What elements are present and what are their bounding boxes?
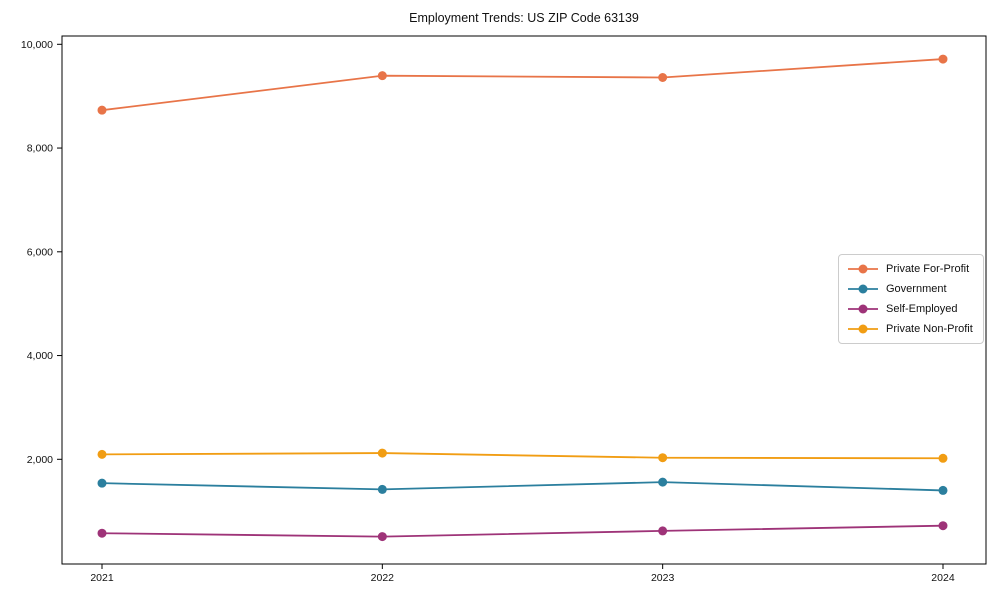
legend-marker-icon — [848, 324, 878, 334]
legend-dot — [858, 264, 868, 274]
legend-label: Self-Employed — [886, 303, 958, 315]
series-line-self-employed — [101, 524, 944, 538]
series-line-private-for-profit — [101, 58, 944, 112]
data-point-self-employed — [377, 532, 387, 542]
y-tick-label: 2,000 — [27, 454, 53, 466]
legend-marker-icon — [848, 304, 878, 314]
x-tick-label: 2021 — [90, 572, 114, 584]
y-tick-label: 4,000 — [27, 350, 53, 362]
legend: Private For-Profit Government Self-Employe… — [838, 254, 984, 344]
legend-label: Government — [886, 283, 947, 295]
legend-marker-icon — [848, 264, 878, 274]
data-point-private-for-profit — [377, 71, 387, 81]
legend-dot — [858, 324, 868, 334]
data-point-self-employed — [938, 521, 948, 531]
y-tick-label: 10,000 — [21, 39, 53, 51]
data-point-private-non-profit — [938, 453, 948, 463]
y-tick-label: 6,000 — [27, 246, 53, 258]
legend-item: Private Non-Profit — [847, 319, 973, 339]
data-point-private-non-profit — [377, 448, 387, 458]
x-tick-label: 2022 — [371, 572, 395, 584]
data-point-private-for-profit — [938, 54, 948, 64]
data-point-private-non-profit — [658, 453, 668, 463]
data-point-government — [377, 484, 387, 494]
y-tick-label: 8,000 — [27, 143, 53, 155]
data-point-self-employed — [97, 528, 107, 538]
data-point-private-for-profit — [97, 105, 107, 115]
data-point-government — [97, 478, 107, 488]
data-point-self-employed — [658, 526, 668, 536]
legend-marker-icon — [848, 284, 878, 294]
data-point-private-non-profit — [97, 449, 107, 459]
legend-dot — [858, 284, 868, 294]
x-tick-label: 2024 — [931, 572, 955, 584]
series-line-government — [101, 481, 944, 492]
chart-title: Employment Trends: US ZIP Code 63139 — [409, 11, 639, 25]
series-line-private-non-profit — [101, 452, 944, 460]
legend-label: Private For-Profit — [886, 263, 970, 275]
data-point-government — [658, 477, 668, 487]
legend-label: Private Non-Profit — [886, 323, 973, 335]
legend-item: Government — [847, 279, 973, 299]
legend-item: Self-Employed — [847, 299, 973, 319]
x-tick-label: 2023 — [651, 572, 675, 584]
legend-dot — [858, 304, 868, 314]
data-point-government — [938, 485, 948, 495]
plot-frame — [61, 35, 987, 565]
data-point-private-for-profit — [658, 73, 668, 82]
legend-item: Private For-Profit — [847, 259, 973, 279]
